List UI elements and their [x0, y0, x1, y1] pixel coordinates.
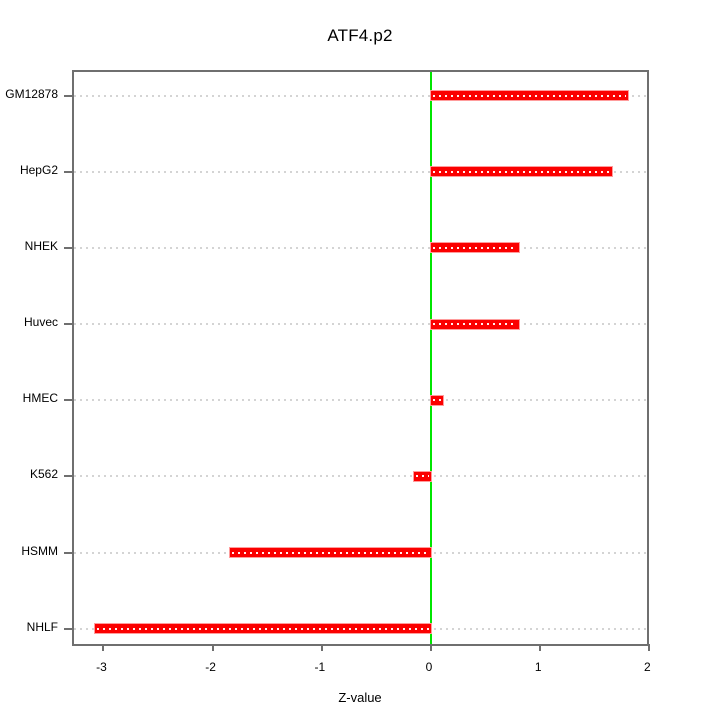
category-label: HSMM — [21, 543, 58, 558]
category-label: K562 — [29, 467, 58, 482]
bar-gridline-dots — [232, 551, 429, 554]
bar — [430, 394, 444, 406]
category-label: HepG2 — [19, 162, 58, 177]
bar-gridline-dots — [433, 246, 518, 249]
x-axis-tick — [430, 644, 432, 651]
bar-gridline-dots — [433, 170, 611, 173]
bar-gridline-dots — [96, 627, 429, 630]
category-label: NHLF — [26, 619, 58, 634]
bar-gridline-dots — [433, 323, 518, 325]
x-axis-tick — [211, 644, 214, 651]
bar — [429, 318, 521, 330]
bar — [429, 242, 521, 254]
x-tick-label: -2 — [205, 660, 216, 674]
category-label: GM12878 — [5, 86, 58, 101]
bar-gridline-dots — [433, 399, 441, 402]
x-tick-label: 1 — [534, 660, 542, 674]
y-axis-tick — [64, 475, 72, 478]
x-tick-label: -1 — [314, 660, 326, 674]
x-tick-label: 2 — [644, 660, 651, 674]
gridline — [74, 323, 647, 325]
bar — [229, 547, 432, 559]
bar — [412, 470, 433, 482]
bar-gridline-dots — [433, 94, 626, 97]
x-tick-label: 0 — [425, 660, 433, 674]
gridline — [74, 399, 647, 402]
bar — [430, 90, 629, 101]
bar — [429, 166, 614, 178]
y-axis-tick — [64, 94, 72, 97]
plot-area — [64, 70, 651, 651]
y-axis-tick — [64, 246, 72, 249]
y-axis-tick — [64, 627, 72, 630]
category-label: HMEC — [22, 391, 58, 406]
x-axis-tick — [102, 644, 105, 651]
y-axis-tick — [64, 170, 72, 173]
gridline — [74, 94, 647, 97]
chart-title: ATF4.p2 — [327, 26, 393, 45]
y-axis-tick — [64, 323, 72, 325]
category-label: NHEK — [24, 238, 58, 253]
category-label: Huvec — [23, 315, 58, 329]
bar — [93, 623, 432, 635]
x-axis-label: Z-value — [338, 690, 382, 705]
x-axis-tick — [648, 644, 651, 651]
y-axis-tick — [64, 551, 72, 554]
zero-line — [430, 72, 432, 644]
x-axis-tick — [320, 644, 323, 651]
gridline — [74, 170, 647, 173]
gridline — [74, 246, 647, 249]
x-axis-tick — [539, 644, 542, 651]
x-tick-label: -3 — [96, 660, 107, 674]
y-axis-tick — [64, 399, 72, 402]
gridline — [74, 475, 647, 478]
bar-gridline-dots — [415, 475, 429, 478]
